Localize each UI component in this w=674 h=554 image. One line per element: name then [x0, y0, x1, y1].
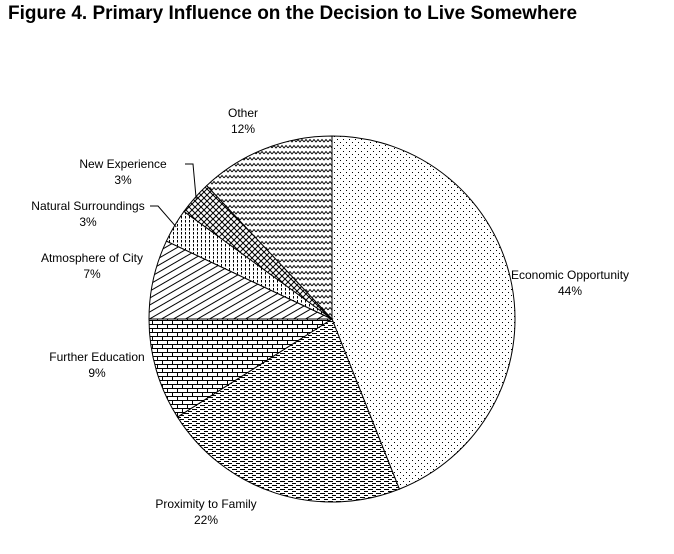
slice-label-natural-surroundings: Natural Surroundings 3% [31, 199, 144, 229]
pie-slice-economic-opportunity [331, 135, 516, 490]
leader-line-natural-surroundings [150, 205, 177, 228]
slice-label-economic-opportunity: Economic Opportunity 44% [511, 268, 629, 298]
slice-label-other: Other 12% [228, 106, 258, 136]
slice-label-proximity-to-family: Proximity to Family 22% [155, 497, 256, 527]
leader-line-new-experience [185, 163, 197, 200]
leader-lines [150, 163, 197, 228]
slice-label-new-experience: New Experience 3% [79, 157, 167, 187]
pie-slice-other [206, 135, 333, 321]
pie-slice-further-education [148, 318, 334, 418]
slice-label-further-education: Further Education 9% [49, 350, 144, 380]
pie-slice-proximity-to-family [176, 318, 401, 503]
slice-label-atmosphere-of-city: Atmosphere of City 7% [41, 251, 143, 281]
pie-slices [148, 135, 516, 503]
chart-title: Figure 4. Primary Influence on the Decis… [8, 3, 578, 24]
slice-labels: Economic Opportunity 44% Proximity to Fami… [31, 106, 629, 527]
